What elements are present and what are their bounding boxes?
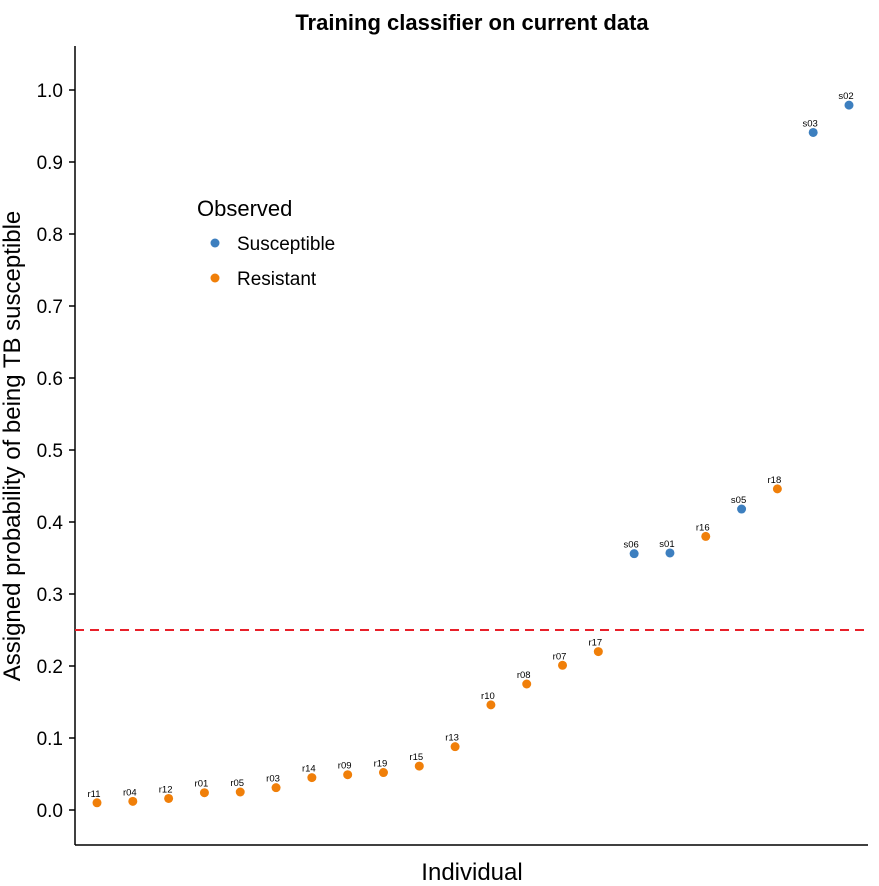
legend-label-susceptible: Susceptible [237, 234, 335, 255]
y-tick-label: 0.4 [37, 513, 64, 534]
data-point-s06 [629, 549, 639, 559]
data-point-r01 [199, 788, 209, 798]
point-label-r13: r13 [445, 733, 459, 744]
legend-marker-susceptible [210, 238, 220, 248]
data-point-r03 [271, 783, 281, 793]
point-label-r14: r14 [302, 764, 316, 775]
point-label-r07: r07 [553, 651, 567, 662]
data-point-r13 [450, 742, 460, 752]
y-tick-label: 0.6 [37, 369, 63, 390]
y-axis-title: Assigned probability of being TB suscept… [0, 211, 26, 682]
point-label-s02: s02 [838, 91, 853, 102]
y-axis-ticks: 0.0 0.1 0.2 0.3 0.4 0.5 0.6 0.7 0.8 0.9 1.0 [37, 81, 75, 822]
data-point-r14 [307, 773, 317, 783]
point-label-s01: s01 [659, 539, 674, 550]
point-label-r01: r01 [195, 779, 209, 790]
data-point-r10 [486, 700, 496, 710]
data-point-r16 [701, 531, 711, 541]
point-label-r17: r17 [588, 638, 602, 649]
data-point-r11 [92, 798, 102, 808]
data-point-s01 [665, 548, 675, 558]
y-tick-label: 0.9 [37, 153, 63, 174]
y-tick-label: 0.5 [37, 441, 63, 462]
data-point-r05 [235, 787, 245, 797]
legend-label-resistant: Resistant [237, 269, 317, 290]
point-label-r05: r05 [230, 778, 244, 789]
data-point-r12 [164, 793, 174, 803]
y-tick-label: 1.0 [37, 81, 63, 102]
point-label-r18: r18 [768, 475, 782, 486]
y-tick-label: 0.7 [37, 297, 63, 318]
point-label-s05: s05 [731, 495, 746, 506]
x-axis-title: Individual [421, 859, 522, 886]
data-point-r15 [414, 761, 424, 771]
point-label-r15: r15 [409, 752, 423, 763]
data-point-s05 [737, 504, 747, 514]
y-tick-label: 0.3 [37, 585, 63, 606]
y-tick-label: 0.0 [37, 801, 63, 822]
point-label-r16: r16 [696, 522, 710, 533]
point-label-r04: r04 [123, 787, 137, 798]
legend: Observed Susceptible Resistant [197, 196, 335, 290]
point-label-s03: s03 [803, 118, 818, 129]
data-point-r07 [558, 660, 568, 670]
data-points: r11 r04 r12 r01 r05 r03 r14 r09 r19 r15 r13 r10 r08 r… [87, 91, 854, 808]
point-label-r12: r12 [159, 784, 173, 795]
data-point-r17 [593, 647, 603, 657]
data-point-r09 [343, 770, 353, 780]
data-point-r08 [522, 679, 532, 689]
point-label-r09: r09 [338, 761, 352, 772]
data-point-r19 [378, 768, 388, 778]
chart-title: Training classifier on current data [295, 10, 649, 35]
y-tick-label: 0.8 [37, 225, 63, 246]
point-label-r19: r19 [374, 759, 388, 770]
legend-marker-resistant [210, 273, 220, 283]
data-point-s02 [844, 100, 854, 110]
point-label-s06: s06 [623, 540, 638, 551]
y-tick-label: 0.1 [37, 729, 63, 750]
point-label-r08: r08 [517, 670, 531, 681]
point-label-r11: r11 [87, 789, 100, 800]
legend-title: Observed [197, 196, 292, 221]
data-point-r04 [128, 796, 138, 806]
point-label-r10: r10 [481, 691, 495, 702]
data-point-s03 [808, 127, 818, 137]
y-tick-label: 0.2 [37, 657, 63, 678]
point-label-r03: r03 [266, 774, 280, 785]
data-point-r18 [772, 484, 782, 494]
